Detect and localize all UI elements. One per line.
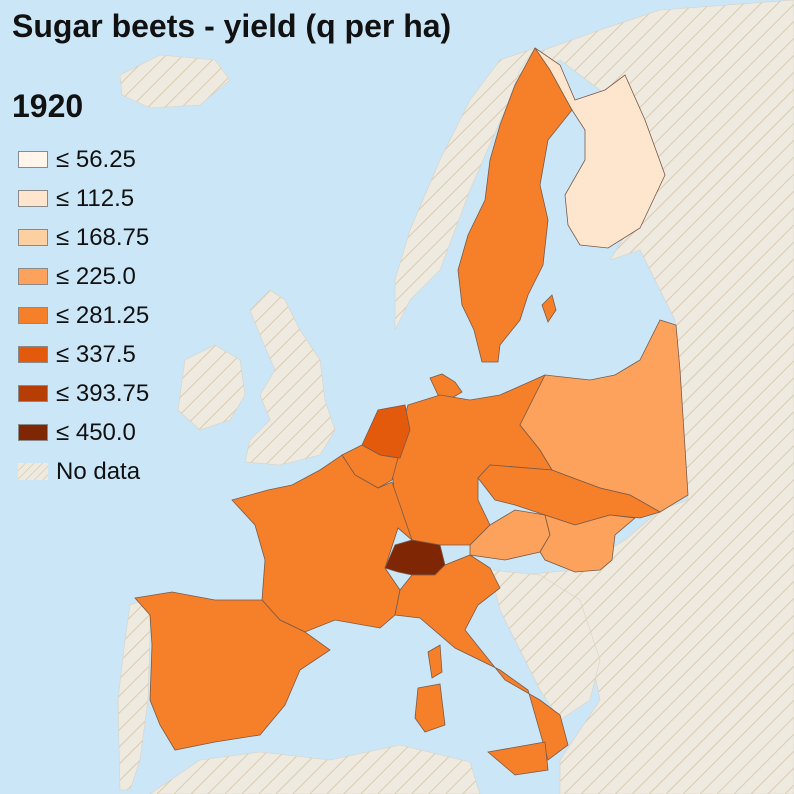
region-italy[interactable] xyxy=(394,554,569,761)
region-denmark[interactable] xyxy=(429,373,463,399)
map-title: Sugar beets - yield (q per ha) xyxy=(12,8,452,44)
land-balkans xyxy=(489,569,601,721)
legend-swatch xyxy=(18,151,48,168)
land-ireland xyxy=(177,344,246,431)
region-spain[interactable] xyxy=(134,591,331,751)
legend-item: ≤ 225.0 xyxy=(18,257,149,296)
region-sardinia[interactable] xyxy=(414,683,446,733)
legend-swatch xyxy=(18,268,48,285)
region-sicily[interactable] xyxy=(487,741,549,776)
legend-swatch xyxy=(18,346,48,363)
data-regions xyxy=(134,47,689,776)
legend-label: ≤ 225.0 xyxy=(56,262,136,290)
legend-item: ≤ 168.75 xyxy=(18,218,149,257)
legend-item: ≤ 450.0 xyxy=(18,413,149,452)
legend-swatch xyxy=(18,463,48,480)
legend-item: ≤ 393.75 xyxy=(18,374,149,413)
legend-label: No data xyxy=(56,457,141,485)
legend: ≤ 56.25 ≤ 112.5 ≤ 168.75 ≤ 225.0 ≤ 281.25 ≤ 3… xyxy=(18,140,149,491)
legend-swatch xyxy=(18,190,48,207)
land-north-africa xyxy=(149,744,481,794)
legend-item: ≤ 281.25 xyxy=(18,296,149,335)
legend-item: ≤ 337.5 xyxy=(18,335,149,374)
region-gotland[interactable] xyxy=(541,294,557,323)
no-data-land xyxy=(117,0,794,794)
legend-swatch xyxy=(18,424,48,441)
region-finland[interactable] xyxy=(534,47,666,249)
legend-label: ≤ 112.5 xyxy=(56,184,135,212)
legend-label: ≤ 337.5 xyxy=(56,340,136,368)
legend-item: ≤ 112.5 xyxy=(18,179,149,218)
region-hungary[interactable] xyxy=(539,514,636,573)
region-poland[interactable] xyxy=(519,319,689,513)
legend-item: No data xyxy=(18,452,149,491)
legend-label: ≤ 168.75 xyxy=(56,223,150,251)
land-iceland xyxy=(119,54,231,109)
legend-swatch xyxy=(18,385,48,402)
map-year: 1920 xyxy=(12,88,84,124)
region-sweden[interactable] xyxy=(457,47,573,363)
legend-label: ≤ 281.25 xyxy=(56,301,150,329)
legend-label: ≤ 450.0 xyxy=(56,418,136,446)
region-czechoslovakia[interactable] xyxy=(477,464,662,526)
legend-label: ≤ 56.25 xyxy=(56,145,136,173)
legend-label: ≤ 393.75 xyxy=(56,379,150,407)
legend-item: ≤ 56.25 xyxy=(18,140,149,179)
legend-swatch xyxy=(18,307,48,324)
legend-swatch xyxy=(18,229,48,246)
region-corsica[interactable] xyxy=(427,644,443,679)
land-britain xyxy=(244,289,336,466)
